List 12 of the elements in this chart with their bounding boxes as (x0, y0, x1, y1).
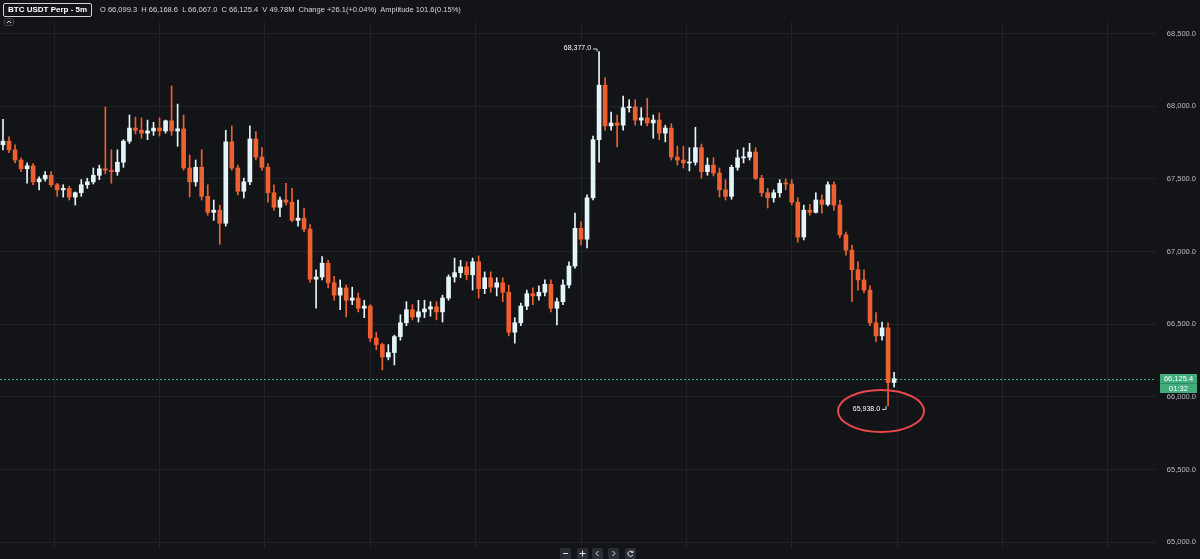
candlestick (807, 204, 813, 216)
candlestick (211, 199, 217, 221)
candlestick (530, 287, 536, 305)
candlestick (349, 286, 355, 305)
candlestick (644, 97, 650, 127)
candlestick (313, 269, 319, 309)
chart-title: BTC USDT Perp - 5m (3, 3, 93, 17)
candlestick (283, 182, 289, 206)
candlestick (626, 99, 632, 113)
candlestick (295, 199, 301, 227)
candlestick (361, 299, 367, 319)
candlestick (60, 184, 66, 198)
